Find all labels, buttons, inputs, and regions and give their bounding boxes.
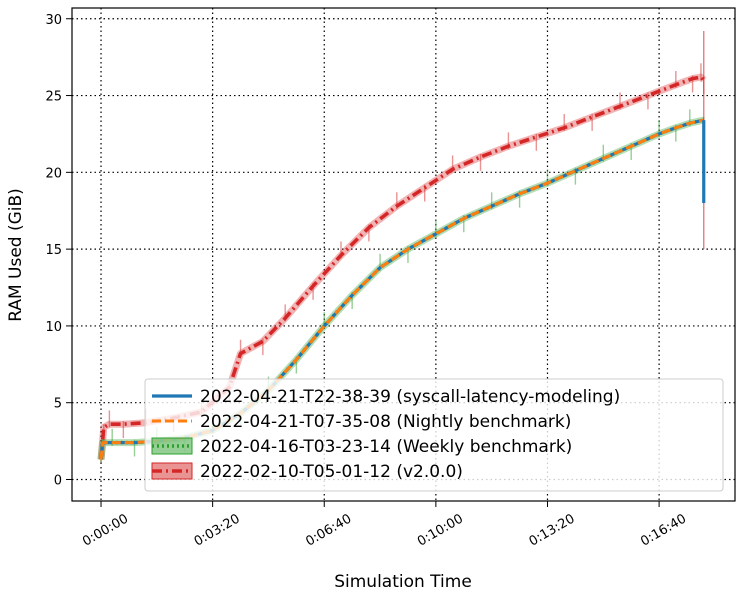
legend-entry: 2022-02-10-T05-01-12 (v2.0.0) [151,462,463,482]
series-line [99,118,705,460]
y-tick-label: 5 [54,397,62,412]
legend: 2022-04-21-T22-38-39 (syscall-latency-mo… [144,378,724,492]
x-tick-label: 0:03:20 [192,511,243,549]
y-tick-label: 15 [45,243,62,258]
legend-entry: 2022-04-16-T03-23-14 (Weekly benchmark) [151,437,572,457]
x-tick-label: 0:00:00 [80,511,131,549]
x-tick-label: 0:10:00 [415,511,466,549]
legend-label: 2022-04-21-T22-38-39 (syscall-latency-mo… [200,387,620,407]
legend-entry: 2022-04-21-T22-38-39 (syscall-latency-mo… [152,387,620,407]
y-tick-label: 30 [45,13,62,28]
legend-label: 2022-04-16-T03-23-14 (Weekly benchmark) [200,437,572,457]
legend-label: 2022-02-10-T05-01-12 (v2.0.0) [200,462,463,482]
x-tick-label: 0:06:40 [303,511,354,549]
x-axis-label: Simulation Time [334,572,472,592]
legend-entry: 2022-04-21-T07-35-08 (Nightly benchmark) [152,412,571,432]
plot-frame [71,7,736,502]
y-tick-label: 20 [45,166,62,181]
x-axis-ticks: 0:00:00 0:03:20 0:06:40 0:10:00 0:13:20 0:16:… [80,501,689,550]
x-tick-label: 0:13:20 [527,511,578,549]
legend-label: 2022-04-21-T07-35-08 (Nightly benchmark) [200,412,571,432]
y-tick-label: 25 [45,90,62,105]
y-axis-ticks: 0 5 10 15 20 25 30 [45,13,72,488]
y-tick-label: 10 [45,320,62,335]
y-tick-label: 0 [54,473,62,488]
legend-box [144,378,724,492]
x-tick-label: 0:16:40 [638,511,689,549]
y-axis-label: RAM Used (GiB) [6,188,26,322]
series-2 [99,118,705,460]
